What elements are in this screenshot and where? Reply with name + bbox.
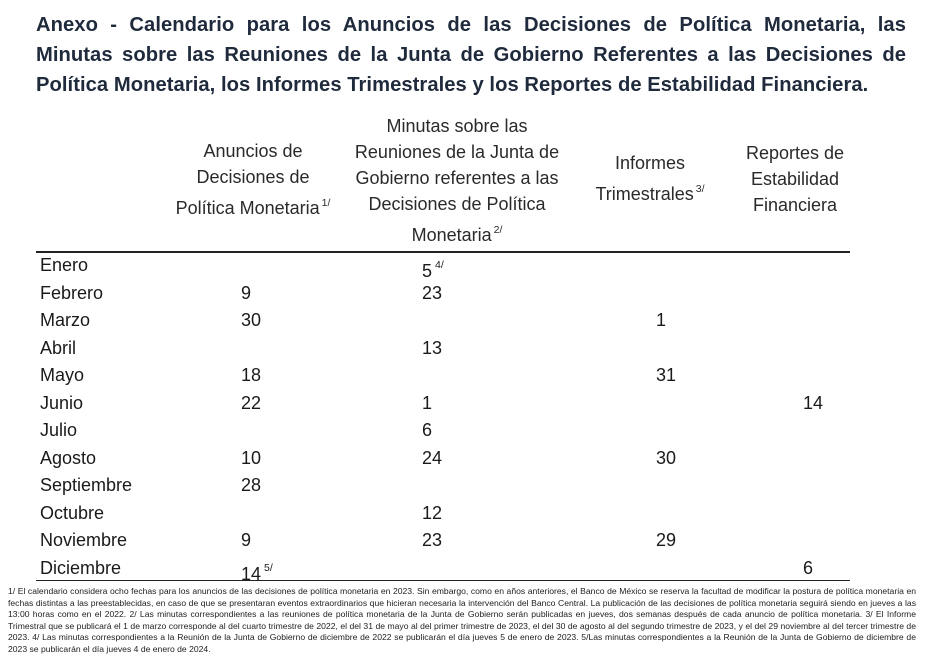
header-line: Anuncios de [203, 141, 303, 161]
reportes-cell: 14 [803, 393, 824, 413]
minutas-cell: 23 [422, 283, 443, 303]
informes-cell: 30 [656, 448, 677, 468]
minutas-cell: 24 [422, 448, 443, 468]
footnote-ref: 1/ [321, 197, 331, 209]
header-minutas: Minutas sobre las Reuniones de la Junta … [332, 113, 582, 248]
table-row: Diciembre 14 5/ 6 [36, 555, 850, 584]
month-cell: Diciembre [40, 558, 122, 578]
table-row: Marzo 30 1 [36, 307, 850, 335]
anuncios-cell: 9 [241, 283, 252, 303]
minutas-cell: 5 4/ [422, 259, 444, 281]
month-cell: Febrero [40, 283, 104, 303]
footnote-ref: 3/ [695, 183, 705, 195]
table-row: Junio 22 1 14 [36, 390, 850, 418]
anuncios-cell: 28 [241, 475, 262, 495]
anuncios-cell: 14 5/ [241, 562, 273, 584]
minutas-cell: 13 [422, 338, 443, 358]
table-row: Septiembre 28 [36, 472, 850, 500]
header-anuncios: Anuncios de Decisiones de Política Monet… [158, 138, 348, 221]
informes-cell: 1 [656, 310, 667, 330]
header-line: Decisiones de [196, 167, 310, 187]
anuncios-cell: 30 [241, 310, 262, 330]
table-row: Febrero 9 23 [36, 280, 850, 308]
footnote-ref: 5/ [264, 562, 273, 574]
header-line: Estabilidad [750, 169, 840, 189]
anuncios-cell: 18 [241, 365, 262, 385]
table-row: Abril 13 [36, 335, 850, 363]
header-line: Decisiones de Política [368, 194, 546, 214]
header-line: Minutas sobre las [386, 116, 528, 136]
table-row: Julio 6 [36, 417, 850, 445]
table-row: Mayo 18 31 [36, 362, 850, 390]
table-row: Octubre 12 [36, 500, 850, 528]
header-informes: Informes Trimestrales 3/ [570, 150, 730, 207]
footnote-ref: 2/ [493, 224, 503, 236]
anuncios-cell: 22 [241, 393, 262, 413]
header-reportes: Reportes de Estabilidad Financiera [720, 140, 870, 218]
header-line: Informes [614, 153, 686, 173]
anuncios-cell: 10 [241, 448, 262, 468]
header-line: Monetaria 2/ [411, 224, 503, 245]
footnote-ref: 4/ [435, 259, 444, 271]
table-top-rule [36, 251, 850, 253]
footnotes: 1/ El calendario considera ocho fechas p… [8, 586, 916, 654]
month-cell: Octubre [40, 503, 105, 523]
header-line: Financiera [752, 195, 838, 215]
month-cell: Enero [40, 255, 89, 275]
month-cell: Abril [40, 338, 77, 358]
reportes-cell: 6 [803, 558, 814, 578]
header-line: Reportes de [745, 143, 845, 163]
month-cell: Agosto [40, 448, 97, 468]
header-line: Política Monetaria 1/ [175, 197, 331, 218]
month-cell: Mayo [40, 365, 85, 385]
minutas-cell: 12 [422, 503, 443, 523]
month-cell: Noviembre [40, 530, 128, 550]
minutas-cell: 1 [422, 393, 433, 413]
anuncios-cell: 9 [241, 530, 252, 550]
informes-cell: 29 [656, 530, 677, 550]
header-line: Gobierno referentes a las [355, 168, 559, 188]
table-row: Enero 5 4/ [36, 252, 850, 281]
month-cell: Julio [40, 420, 78, 440]
month-cell: Septiembre [40, 475, 133, 495]
minutas-cell: 6 [422, 420, 433, 440]
table-row: Agosto 10 24 30 [36, 445, 850, 473]
informes-cell: 31 [656, 365, 677, 385]
table-bottom-rule [36, 580, 850, 581]
header-line: Trimestrales 3/ [595, 183, 705, 204]
document-title: Anexo - Calendario para los Anuncios de … [36, 14, 906, 96]
month-cell: Junio [40, 393, 84, 413]
minutas-cell: 23 [422, 530, 443, 550]
table-row: Noviembre 9 23 29 [36, 527, 850, 555]
month-cell: Marzo [40, 310, 91, 330]
header-line: Reuniones de la Junta de [354, 142, 560, 162]
